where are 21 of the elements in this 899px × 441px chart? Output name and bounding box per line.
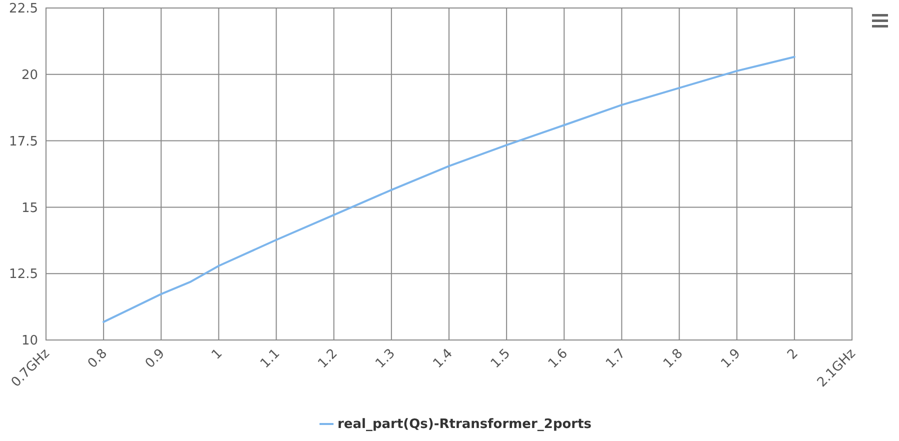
x-tick-label: 1.1 <box>258 346 284 372</box>
x-tick-label: 1.8 <box>660 346 686 372</box>
x-tick-label: 0.9 <box>142 346 168 372</box>
y-tick-label: 20 <box>21 68 38 83</box>
x-tick-label: 1.4 <box>430 346 456 372</box>
x-tick-label: 2 <box>784 346 802 363</box>
x-tick-label: 1.2 <box>315 346 341 372</box>
y-tick-label: 10 <box>21 334 38 349</box>
x-tick-label: 1.6 <box>546 346 571 372</box>
x-tick-label: 0.8 <box>85 346 110 372</box>
legend-label: real_part(Qs)-Rtransformer_2ports <box>338 417 592 432</box>
x-tick-label: 1.5 <box>488 346 514 372</box>
x-tick-label: 1 <box>209 346 226 363</box>
x-tick-label: 1.3 <box>373 346 398 372</box>
y-tick-label: 22.5 <box>9 2 38 17</box>
y-tick-label: 17.5 <box>9 134 38 150</box>
y-tick-label: 15 <box>21 200 38 216</box>
line-series <box>102 56 796 323</box>
y-tick-label: 12.5 <box>9 267 38 282</box>
x-tick-label: 1.9 <box>718 346 744 372</box>
x-tick-label: 1.7 <box>603 346 629 372</box>
